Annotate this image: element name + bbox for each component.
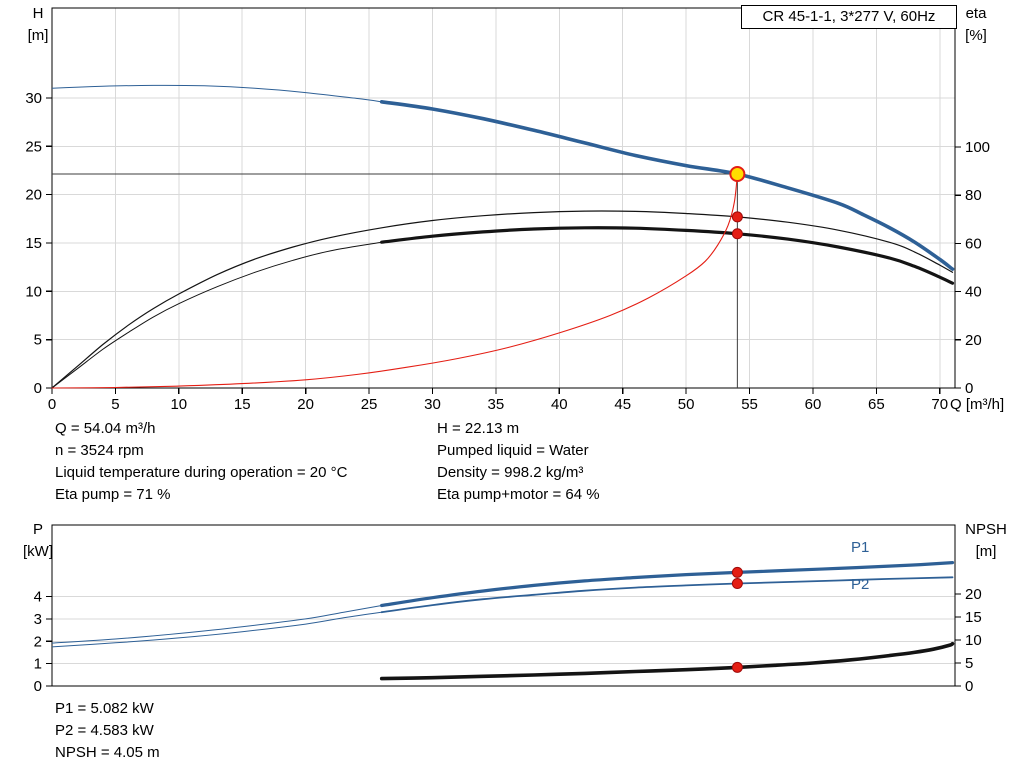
h-axis-unit: [m]	[27, 27, 49, 44]
y-left-tick-label: 0	[34, 678, 42, 695]
head-curve-thin	[51, 84, 382, 103]
p1-point	[731, 566, 743, 578]
eta-axis-title: eta [%]	[955, 3, 997, 47]
y-right-tick-label: 0	[965, 380, 973, 397]
y-right-tick-label: 20	[965, 586, 982, 603]
x-tick-label: 10	[170, 396, 187, 413]
y-left-tick-label: 25	[25, 138, 42, 155]
x-tick-label: 0	[48, 396, 56, 413]
y-left-tick-label: 10	[25, 283, 42, 300]
system-curve	[51, 173, 738, 389]
q-axis-title: Q [m³/h]	[950, 396, 1005, 413]
y-left-tick-label: 0	[34, 380, 42, 397]
x-tick-label: 40	[551, 396, 568, 413]
head-curve	[379, 100, 955, 271]
tick-labels: 0 1 2 3 4 0 5 10 15 20	[34, 586, 982, 695]
p2-curve-thin	[51, 611, 382, 648]
p2-curve-label: P2	[851, 576, 870, 593]
eta-pump-motor-curve-thin	[51, 241, 382, 389]
y-right-tick-label: 40	[965, 284, 982, 301]
y-right-tick-label: 60	[965, 235, 982, 252]
p-axis-title: P [kW]	[18, 519, 58, 563]
p1-curve-label: P1	[851, 539, 870, 556]
power-info: P1 = 5.082 kW P2 = 4.583 kW NPSH = 4.05 …	[55, 698, 160, 764]
x-tick-label: 20	[297, 396, 314, 413]
x-tick-label: 55	[741, 396, 758, 413]
x-tick-label: 15	[234, 396, 251, 413]
y-left-tick-label: 3	[34, 611, 42, 628]
p2-value-text: P2 = 4.583 kW	[55, 722, 154, 739]
x-tick-label: 70	[931, 396, 948, 413]
y-right-tick-label: 0	[965, 678, 973, 695]
y-left-tick-label: 1	[34, 656, 42, 673]
y-right-tick-label: 5	[965, 655, 973, 672]
npsh-point	[731, 661, 743, 673]
duty-point	[729, 166, 746, 183]
y-left-tick-label: 4	[34, 589, 42, 606]
y-left-tick-label: 20	[25, 187, 42, 204]
eta-axis-symbol: eta	[965, 5, 987, 22]
eta-pump-motor-curve	[380, 226, 955, 285]
y-right-tick-label: 80	[965, 187, 982, 204]
y-left-tick-label: 2	[34, 633, 42, 650]
npsh-value-text: NPSH = 4.05 m	[55, 744, 160, 761]
x-tick-label: 65	[868, 396, 885, 413]
duty-head-text: H = 22.13 m	[437, 420, 520, 437]
eta-pump-point	[731, 211, 743, 223]
eta-pump-motor-text: Eta pump+motor = 64 %	[437, 486, 600, 503]
density-text: Density = 998.2 kg/m³	[437, 464, 584, 481]
power-npsh-chart: 0 1 2 3 4 0 5 10 15 20	[34, 524, 982, 695]
p1-value-text: P1 = 5.082 kW	[55, 700, 154, 717]
x-tick-label: 45	[614, 396, 631, 413]
eta-axis-unit: [%]	[965, 27, 987, 44]
p1-curve	[380, 561, 955, 608]
p1-curve-thin	[51, 605, 382, 644]
hq-eta-chart: 0 5 10 15 20 25 30 35 40 45 50 55 60 65 70 0 5 10 15 20 25 30…	[25, 7, 990, 413]
eta-pump-curve	[51, 210, 954, 389]
speed-text: n = 3524 rpm	[55, 442, 144, 459]
x-tick-label: 60	[805, 396, 822, 413]
pump-title-box: CR 45-1-1, 3*277 V, 60Hz	[741, 5, 957, 29]
npsh-axis-symbol: NPSH	[965, 521, 1007, 538]
x-tick-label: 25	[361, 396, 378, 413]
x-tick-label: 5	[111, 396, 119, 413]
duty-info-left: Q = 54.04 m³/h n = 3524 rpm Liquid tempe…	[55, 418, 347, 506]
y-left-tick-label: 5	[34, 332, 42, 349]
x-tick-label: 50	[678, 396, 695, 413]
h-axis-title: H [m]	[18, 3, 58, 47]
y-right-tick-label: 100	[965, 139, 990, 156]
gridlines	[52, 8, 955, 388]
axis-ticks	[46, 97, 961, 394]
pumped-liquid-text: Pumped liquid = Water	[437, 442, 589, 459]
npsh-curve	[379, 641, 955, 681]
npsh-axis-unit: [m]	[975, 543, 997, 560]
p-axis-unit: [kW]	[23, 543, 53, 560]
plot-frame	[51, 7, 956, 389]
y-right-tick-label: 15	[965, 609, 982, 626]
x-tick-label: 30	[424, 396, 441, 413]
eta-pump-motor-point	[731, 228, 743, 240]
gridlines	[52, 596, 955, 665]
npsh-axis-title: NPSH [m]	[958, 519, 1014, 563]
eta-pump-text: Eta pump = 71 %	[55, 486, 171, 503]
liquid-temp-text: Liquid temperature during operation = 20…	[55, 464, 348, 481]
y-left-tick-label: 30	[25, 90, 42, 107]
axis-ticks	[46, 593, 961, 687]
tick-labels: 0 5 10 15 20 25 30 35 40 45 50 55 60 65 70 0 5 10 15 20 25 30…	[25, 90, 990, 413]
y-left-tick-label: 15	[25, 235, 42, 252]
p2-curve	[380, 576, 954, 614]
x-tick-label: 35	[488, 396, 505, 413]
duty-flow-text: Q = 54.04 m³/h	[55, 420, 156, 437]
p2-point	[731, 578, 743, 590]
h-axis-symbol: H	[32, 5, 44, 22]
duty-info-right: H = 22.13 m Pumped liquid = Water Densit…	[437, 418, 600, 506]
y-right-tick-label: 20	[965, 332, 982, 349]
y-right-tick-label: 10	[965, 632, 982, 649]
p-axis-symbol: P	[32, 521, 43, 538]
plot-frame	[51, 524, 956, 687]
